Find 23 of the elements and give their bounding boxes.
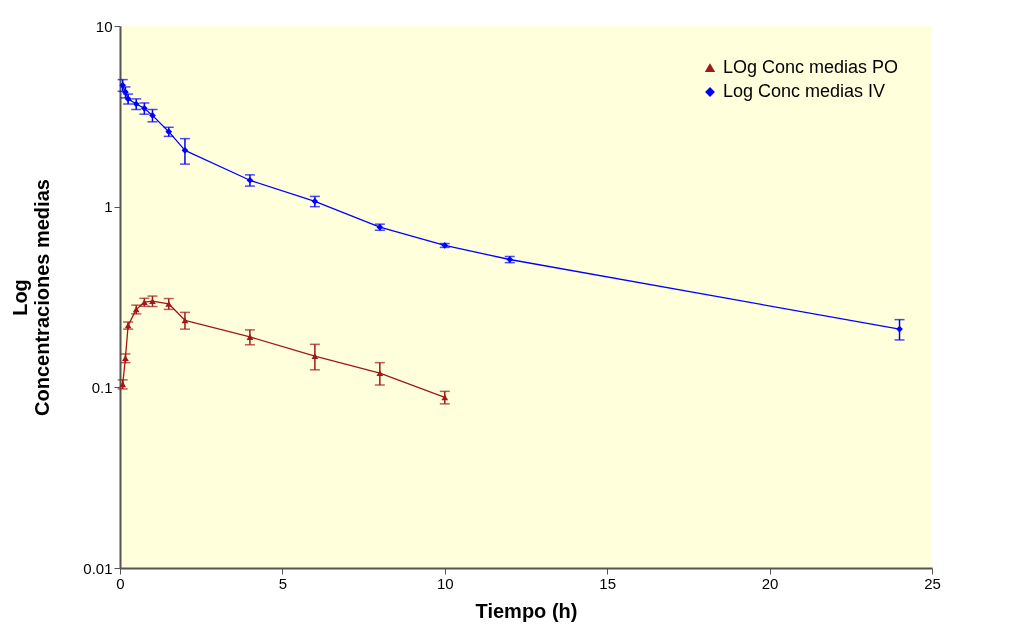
- point: [441, 394, 449, 401]
- point: [181, 317, 189, 324]
- point: [119, 81, 127, 89]
- x-tick-label: 5: [278, 574, 288, 592]
- y-tick-label: 10: [95, 17, 113, 35]
- legend-label: LOg Conc medias PO: [723, 57, 899, 77]
- point: [165, 300, 173, 307]
- x-tick-label: 0: [116, 574, 125, 592]
- point: [376, 370, 384, 376]
- x-axis-title: Tiempo (h): [475, 599, 578, 622]
- x-tick-label: 25: [924, 574, 941, 592]
- x-tick-label: 20: [761, 574, 779, 592]
- point: [181, 146, 189, 154]
- y-tick-label: 0.1: [91, 378, 113, 396]
- point: [149, 112, 156, 119]
- legend-label: Log Conc medias IV: [723, 81, 886, 101]
- point: [311, 353, 319, 359]
- point: [246, 334, 254, 340]
- x-tick-label: 10: [436, 574, 454, 592]
- y-axis-title: Log Concentraciones medias: [9, 179, 54, 416]
- x-tick-label: 15: [599, 574, 617, 592]
- y-tick-label: 1: [104, 198, 113, 216]
- y-tick-label: 0.01: [83, 559, 113, 577]
